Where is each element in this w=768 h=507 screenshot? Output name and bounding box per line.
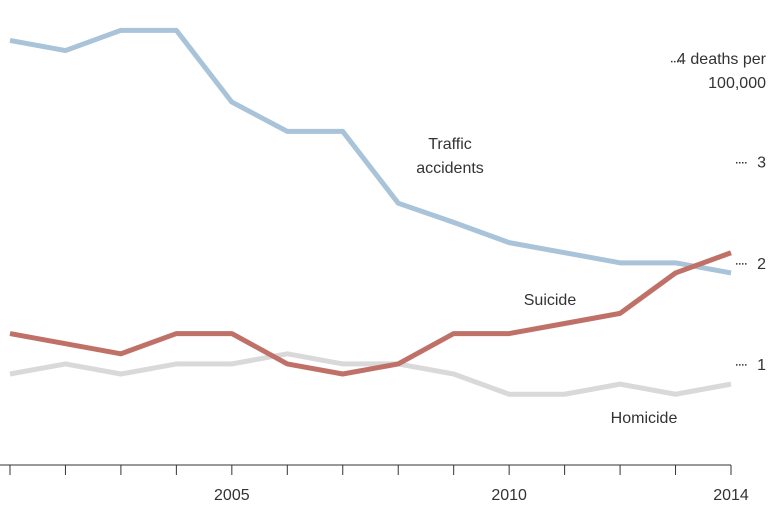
series-label: Suicide	[523, 292, 577, 309]
series-line	[9, 250, 732, 377]
series-label: Traffic accidents	[416, 136, 484, 177]
series-line	[9, 27, 732, 276]
y-tick-label: 3	[757, 155, 766, 172]
x-tick-label: 2014	[713, 487, 749, 504]
x-tick-label: 2010	[491, 487, 527, 504]
series-label: Homicide	[610, 410, 678, 427]
x-tick-label: 2005	[214, 487, 250, 504]
y-tick-label: 2	[757, 256, 766, 273]
series-line	[9, 351, 732, 397]
y-tick-label: 1	[757, 357, 766, 374]
y-tick-label: 4 deaths per 100,000	[677, 50, 766, 92]
